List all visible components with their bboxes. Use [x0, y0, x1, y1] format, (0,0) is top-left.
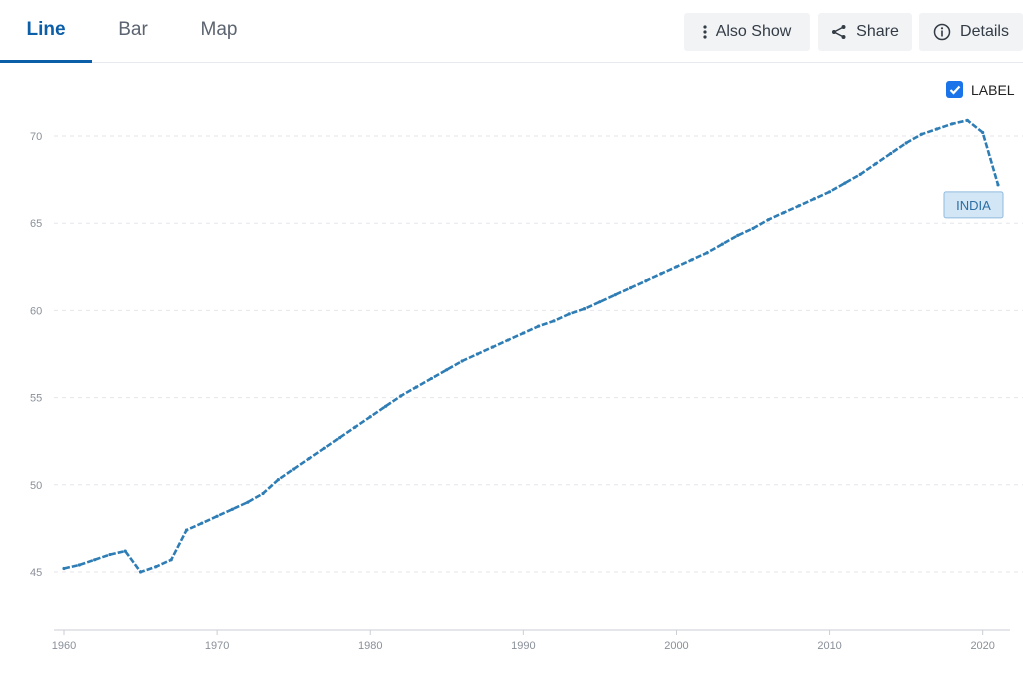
data-point[interactable] — [843, 181, 847, 185]
tab-bar-chart[interactable]: Bar — [118, 19, 148, 40]
x-tick-label: 2000 — [664, 640, 688, 652]
data-point[interactable] — [475, 352, 480, 356]
data-point[interactable] — [873, 162, 878, 166]
data-point[interactable] — [889, 151, 893, 156]
data-point[interactable] — [552, 319, 556, 323]
y-tick-label: 55 — [30, 393, 42, 405]
data-point[interactable] — [904, 141, 908, 145]
data-point[interactable] — [445, 368, 449, 372]
details-button[interactable]: Details — [919, 13, 1023, 51]
data-point[interactable] — [307, 457, 311, 461]
data-point[interactable] — [399, 394, 403, 398]
series-label-india: INDIA — [943, 191, 1004, 219]
data-point[interactable] — [414, 385, 418, 389]
data-point[interactable] — [429, 376, 434, 381]
data-point[interactable] — [950, 122, 954, 126]
tab-bar: Line Bar Map Also Show Share Details — [0, 0, 1023, 63]
data-point[interactable] — [613, 293, 617, 297]
data-point[interactable] — [644, 279, 648, 283]
data-point[interactable] — [138, 570, 143, 574]
data-point[interactable] — [751, 226, 755, 231]
y-tick-label: 50 — [30, 480, 42, 492]
data-point[interactable] — [720, 242, 724, 246]
data-point[interactable] — [322, 446, 326, 450]
y-tick-label: 60 — [30, 305, 42, 317]
data-point[interactable] — [782, 211, 786, 215]
data-point[interactable] — [674, 265, 679, 269]
x-tick-label: 1990 — [511, 640, 535, 652]
data-point[interactable] — [93, 558, 97, 562]
data-point[interactable] — [460, 359, 464, 363]
label-toggle-text: LABEL — [971, 81, 1015, 98]
data-point[interactable] — [215, 514, 219, 518]
label-checkbox[interactable] — [946, 81, 963, 98]
data-point[interactable] — [506, 338, 510, 342]
details-label: Details — [960, 23, 1009, 40]
share-icon — [831, 24, 847, 40]
data-point[interactable] — [200, 521, 204, 525]
data-point[interactable] — [108, 552, 112, 557]
data-point[interactable] — [123, 549, 127, 553]
x-tick-label: 1960 — [52, 640, 76, 652]
y-tick-label: 70 — [30, 131, 42, 143]
share-label: Share — [856, 23, 899, 40]
tab-line[interactable]: Line — [0, 0, 92, 63]
data-point[interactable] — [965, 118, 969, 122]
data-point[interactable] — [383, 404, 388, 408]
data-point[interactable] — [705, 251, 709, 255]
x-tick-label: 1980 — [358, 640, 382, 652]
data-point[interactable] — [690, 258, 694, 262]
data-point[interactable] — [276, 477, 280, 482]
data-point[interactable] — [659, 272, 663, 276]
data-point[interactable] — [567, 312, 571, 316]
data-point[interactable] — [169, 558, 173, 562]
data-point[interactable] — [62, 566, 66, 571]
checkmark-icon — [949, 85, 960, 95]
x-tick-label: 2010 — [817, 640, 841, 652]
x-tick-label: 2020 — [970, 640, 994, 652]
also-show-button[interactable]: Also Show — [684, 13, 810, 51]
svg-text:INDIA: INDIA — [956, 198, 991, 213]
share-button[interactable]: Share — [818, 13, 912, 51]
data-point[interactable] — [261, 491, 265, 496]
data-point[interactable] — [246, 500, 250, 504]
data-point[interactable] — [582, 307, 587, 311]
data-point[interactable] — [996, 183, 1000, 187]
data-point[interactable] — [521, 331, 525, 335]
info-circle-icon — [933, 23, 951, 41]
data-point[interactable] — [766, 218, 770, 222]
data-point[interactable] — [368, 415, 372, 419]
data-point[interactable] — [154, 565, 158, 569]
data-point[interactable] — [491, 345, 495, 349]
data-point[interactable] — [827, 190, 832, 194]
series-line-india[interactable] — [63, 118, 1000, 574]
data-point[interactable] — [537, 324, 541, 328]
data-point[interactable] — [598, 300, 602, 304]
data-point[interactable] — [736, 233, 740, 238]
y-tick-label: 45 — [30, 567, 42, 579]
data-point[interactable] — [77, 563, 81, 567]
y-tick-label: 65 — [30, 218, 42, 230]
data-point[interactable] — [628, 286, 633, 290]
data-point[interactable] — [797, 204, 801, 208]
data-point[interactable] — [338, 436, 342, 440]
data-point[interactable] — [230, 507, 235, 511]
label-toggle[interactable]: LABEL — [946, 81, 1015, 98]
data-point[interactable] — [935, 127, 939, 131]
x-tick-label: 1970 — [205, 640, 229, 652]
data-point[interactable] — [184, 528, 189, 532]
data-point[interactable] — [981, 130, 985, 135]
data-point[interactable] — [812, 197, 816, 201]
data-point[interactable] — [919, 132, 924, 136]
line-chart: 45 50 55 60 65 70 1960 1970 1980 1990 2000 2010 2020… — [30, 118, 1023, 652]
data-point[interactable] — [353, 425, 357, 429]
vertical-dots-icon — [703, 25, 707, 39]
data-point[interactable] — [858, 172, 862, 176]
also-show-label: Also Show — [715, 23, 792, 40]
data-point[interactable] — [292, 467, 296, 471]
tab-map[interactable]: Map — [200, 19, 238, 40]
